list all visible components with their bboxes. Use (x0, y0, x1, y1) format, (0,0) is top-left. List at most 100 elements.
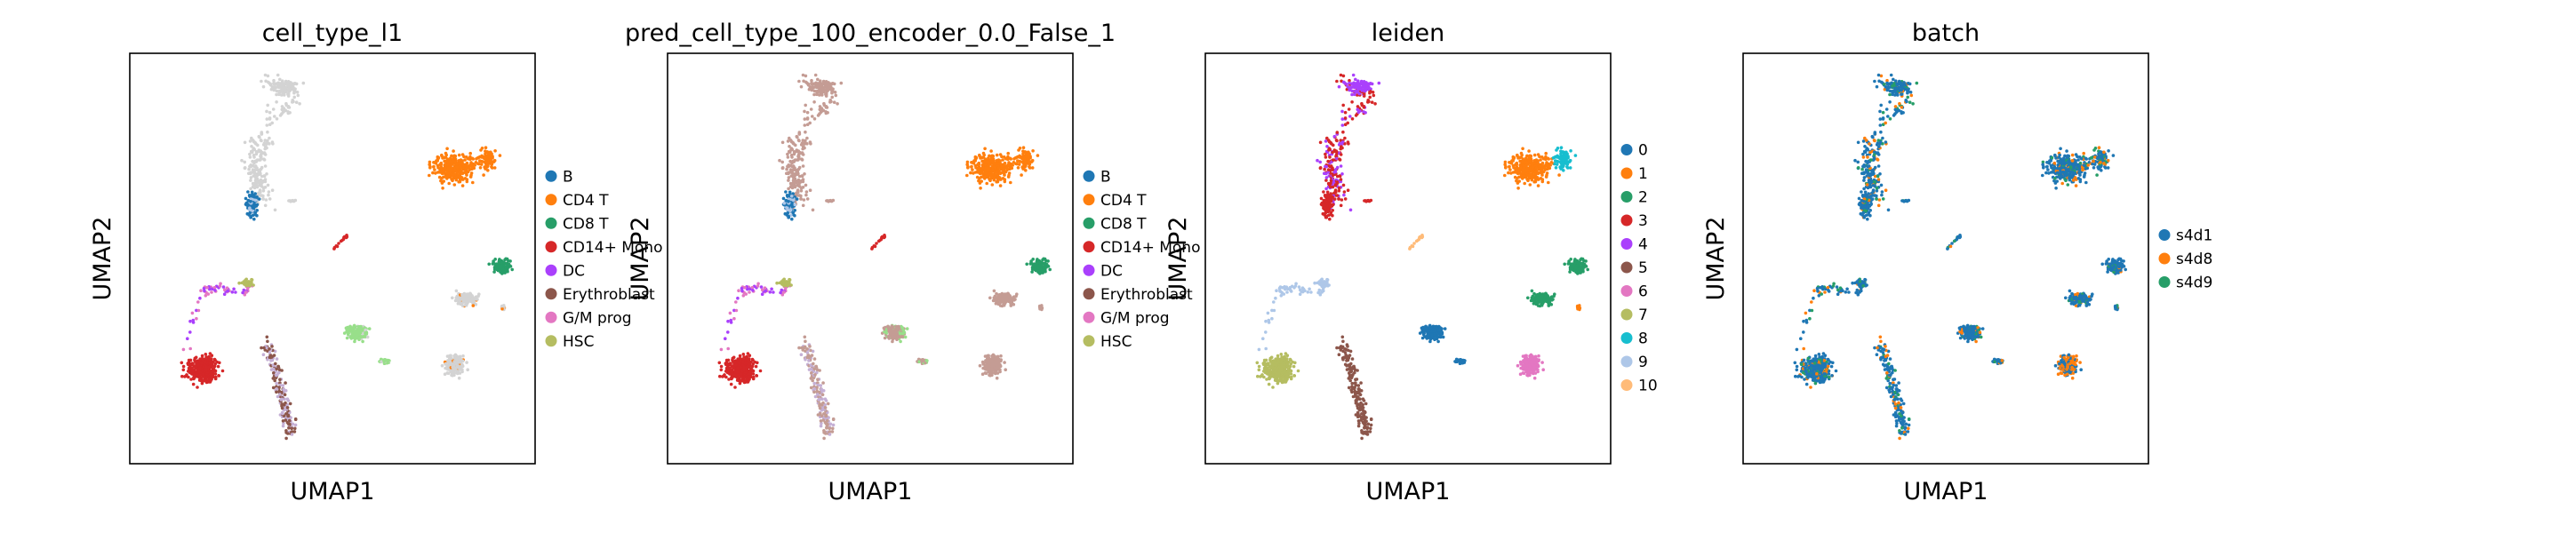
data-point (1340, 117, 1345, 121)
data-point (812, 362, 815, 366)
data-point (1339, 153, 1343, 156)
data-point (1547, 180, 1550, 185)
data-point (455, 165, 460, 169)
data-point (1343, 110, 1348, 115)
data-point (1368, 91, 1372, 95)
data-point (721, 375, 724, 378)
data-point (253, 179, 258, 183)
data-point (210, 362, 214, 366)
data-point (484, 146, 488, 149)
data-point (745, 354, 748, 359)
data-point (281, 411, 284, 416)
data-point (252, 148, 255, 152)
data-point (1519, 155, 1524, 159)
data-point (260, 156, 263, 161)
data-point (284, 401, 287, 405)
data-point (275, 100, 278, 104)
legend-item: CD8 T (1083, 215, 1147, 233)
data-point (443, 163, 447, 167)
data-point (384, 358, 388, 362)
data-point (791, 179, 796, 183)
data-point (1362, 106, 1366, 109)
data-point (795, 197, 799, 201)
data-point (1003, 361, 1006, 364)
data-point (501, 260, 506, 265)
data-point (740, 372, 743, 376)
data-point (221, 285, 226, 289)
data-point (257, 171, 261, 174)
data-point (1044, 262, 1049, 266)
data-point (727, 378, 731, 381)
data-point (500, 304, 504, 308)
data-point (257, 134, 261, 139)
data-point (1330, 142, 1333, 146)
data-point (719, 347, 724, 352)
data-point (800, 157, 804, 161)
data-point (803, 109, 806, 114)
data-point (975, 170, 980, 173)
data-point (782, 282, 787, 286)
data-point (260, 131, 264, 134)
plot-frame (129, 52, 536, 465)
data-point (282, 82, 285, 86)
data-point (797, 165, 802, 170)
data-point (826, 111, 829, 115)
data-point (789, 195, 794, 198)
data-point (1324, 200, 1328, 203)
data-point (191, 321, 196, 324)
data-point (801, 178, 805, 181)
data-point (751, 372, 756, 376)
data-point (804, 339, 807, 344)
data-point (879, 237, 884, 242)
data-point (460, 362, 464, 367)
data-point (1328, 217, 1332, 221)
data-point (828, 433, 832, 436)
data-point (803, 117, 807, 121)
data-point (981, 155, 986, 159)
data-point (250, 277, 253, 282)
data-point (467, 298, 471, 302)
data-point (799, 186, 804, 190)
data-point (1339, 164, 1343, 168)
data-point (196, 308, 201, 313)
data-point (290, 83, 294, 87)
data-point (976, 166, 980, 171)
data-point (301, 81, 306, 85)
data-point (902, 330, 907, 335)
data-point (792, 142, 796, 146)
data-point (743, 286, 747, 290)
data-point (755, 374, 758, 378)
data-point (441, 156, 444, 160)
data-point (830, 91, 834, 95)
data-point (476, 298, 479, 301)
data-point (361, 335, 365, 338)
data-point (246, 190, 250, 194)
data-point (286, 106, 291, 109)
data-point (251, 139, 255, 142)
data-point (244, 201, 249, 205)
data-point (248, 284, 252, 288)
data-point (724, 362, 728, 367)
data-point (1016, 159, 1020, 163)
data-point (818, 105, 822, 108)
data-point (805, 116, 810, 120)
data-point (259, 150, 263, 154)
data-point (1515, 161, 1519, 165)
data-point (442, 179, 446, 183)
data-point (266, 80, 270, 84)
legend-label: B (563, 168, 573, 186)
data-point (780, 166, 785, 170)
legend-label: B (1100, 168, 1111, 186)
data-point (263, 178, 268, 181)
legend-item: B (545, 168, 573, 186)
data-point (244, 282, 249, 286)
data-point (296, 93, 300, 98)
data-point (459, 166, 463, 170)
data-point (446, 174, 451, 178)
data-point (729, 321, 733, 324)
data-point (248, 211, 252, 215)
data-point (452, 372, 456, 377)
data-point (265, 109, 268, 114)
data-point (829, 99, 833, 104)
data-point (295, 91, 300, 94)
